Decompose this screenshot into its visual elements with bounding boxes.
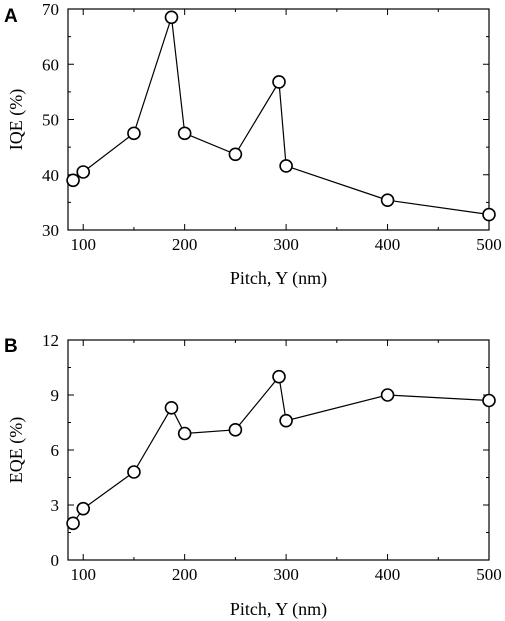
y-tick-label: 12	[42, 331, 59, 350]
plot-frame	[67, 8, 490, 231]
data-point	[76, 501, 91, 516]
data-point	[66, 173, 80, 188]
y-tick-label: 3	[51, 496, 60, 515]
x-axis-title: Pitch, Y (nm)	[230, 268, 327, 289]
data-point	[164, 401, 179, 415]
panel-label-a: A	[4, 6, 18, 27]
x-tick-label: 200	[172, 235, 198, 254]
data-point	[127, 126, 141, 141]
x-tick-label: 300	[273, 235, 299, 254]
chart-panel-b: B 100 200 300 400 500 0 3 6 9 12 Pitch, Y (nm) EQE (…	[4, 331, 502, 620]
y-tick-label: 30	[42, 221, 59, 240]
x-axis-title: Pitch, Y (nm)	[230, 599, 327, 620]
y-tick-label: 40	[42, 166, 59, 185]
x-tick-label: 200	[172, 565, 198, 584]
data-point	[66, 516, 80, 531]
y-tick-label: 60	[42, 55, 59, 74]
data-point	[164, 10, 179, 25]
data-point	[228, 423, 243, 437]
y-tick-label: 0	[51, 551, 60, 570]
data-point	[279, 159, 293, 173]
x-tick-label: 500	[476, 565, 502, 584]
x-tick-label: 100	[70, 565, 96, 584]
x-tick-label: 500	[476, 235, 502, 254]
data-point	[127, 465, 141, 479]
data-point	[228, 147, 243, 162]
panel-label-b: B	[4, 336, 18, 357]
data-point	[76, 165, 91, 179]
data-point	[380, 388, 395, 402]
x-tick-label: 100	[70, 235, 96, 254]
series-line	[72, 17, 490, 216]
y-axis-title: IQE (%)	[6, 89, 27, 150]
data-point	[482, 207, 496, 222]
x-tick-label: 400	[375, 565, 401, 584]
x-tick-label: 300	[273, 565, 299, 584]
y-axis-title: EQE (%)	[6, 417, 27, 483]
data-point	[272, 75, 286, 89]
y-tick-label: 6	[51, 441, 60, 460]
y-tick-label: 70	[42, 0, 59, 19]
data-point	[279, 413, 293, 428]
series-line	[72, 375, 490, 524]
data-point	[272, 369, 286, 384]
data-point	[482, 393, 496, 408]
data-point	[177, 126, 192, 141]
x-tick-label: 400	[375, 235, 401, 254]
chart-panel-a: A 100 200 300 400 500 30 40 50 60 70 Pitch, Y (nm) I…	[4, 0, 502, 289]
y-tick-label: 50	[42, 111, 59, 130]
data-point	[177, 426, 192, 441]
y-tick-label: 9	[51, 386, 60, 405]
data-point	[380, 193, 395, 207]
